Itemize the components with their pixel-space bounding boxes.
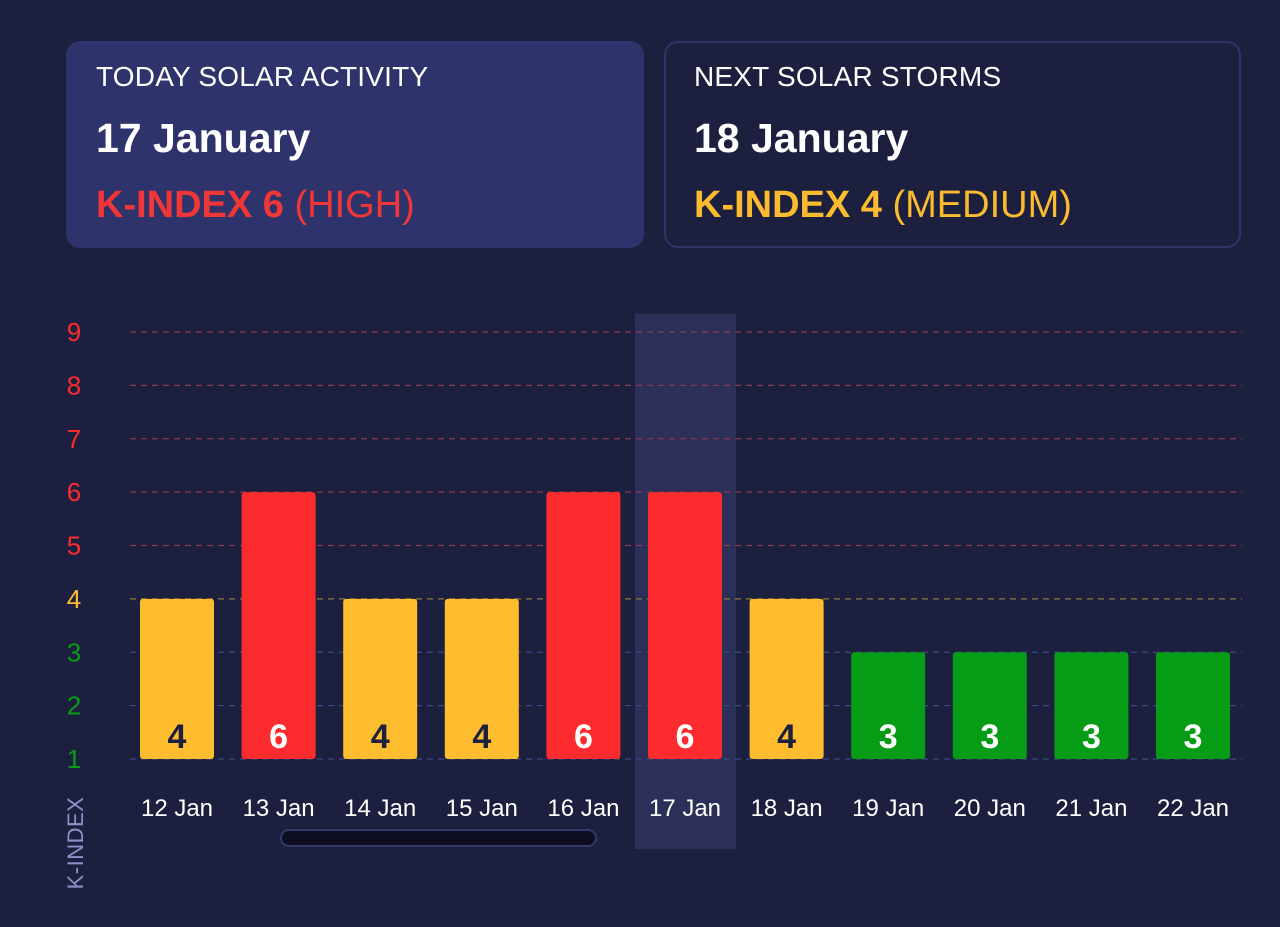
- x-tick-label: 12 Jan: [141, 795, 213, 822]
- y-tick-label: 8: [67, 370, 81, 400]
- bar-value-label: 6: [676, 718, 695, 756]
- bar: [241, 492, 316, 759]
- x-tick-label: 22 Jan: [1157, 795, 1229, 822]
- bar-value-label: 4: [371, 718, 390, 756]
- bar-value-label: 3: [879, 718, 898, 756]
- kindex-chart-svg: 1 2 3 4 5 6 7 8 9 4 12 Jan 6 13 Jan 4 14 Jan 4 15 Jan 6 16…: [67, 314, 1242, 849]
- x-tick-label: 14 Jan: [344, 795, 416, 822]
- bar: [140, 598, 214, 759]
- y-tick-label: 4: [67, 584, 81, 614]
- today-card-label: TODAY SOLAR ACTIVITY: [96, 61, 429, 92]
- next-card-date: 18 January: [694, 115, 909, 161]
- y-axis-title: K-INDEX: [58, 795, 94, 891]
- chart-horizontal-scrollbar[interactable]: [280, 829, 597, 847]
- today-solar-activity-card: TODAY SOLAR ACTIVITY 17 January K-INDEX …: [66, 41, 644, 248]
- x-tick-label: 21 Jan: [1055, 795, 1127, 822]
- x-tick-label: 19 Jan: [852, 795, 924, 822]
- kindex-bar-chart: 1 2 3 4 5 6 7 8 9 4 12 Jan 6 13 Jan 4 14 Jan 4 15 Jan 6 16…: [0, 300, 1280, 927]
- y-tick-label: 7: [67, 424, 81, 454]
- x-tick-label: 18 Jan: [751, 795, 823, 822]
- today-kindex-value: K-INDEX 6: [96, 184, 284, 226]
- bar-value-label: 4: [472, 718, 491, 756]
- bar: [648, 492, 722, 759]
- y-axis-title-text: K-INDEX: [63, 796, 88, 890]
- bar: [1156, 652, 1230, 759]
- bar-value-label: 3: [1082, 718, 1101, 756]
- y-tick-label: 3: [67, 637, 81, 667]
- bar: [749, 598, 824, 759]
- today-card-date: 17 January: [96, 115, 311, 161]
- today-kindex: K-INDEX 6 (HIGH): [96, 183, 614, 227]
- bar: [343, 598, 418, 759]
- bar: [546, 492, 621, 759]
- next-card-label: NEXT SOLAR STORMS: [694, 61, 1002, 92]
- y-tick-label: 6: [67, 477, 81, 507]
- x-tick-label: 16 Jan: [547, 795, 619, 822]
- today-kindex-level: (HIGH): [294, 184, 415, 226]
- y-tick-label: 9: [67, 317, 81, 347]
- bar: [444, 598, 519, 759]
- bar-value-label: 6: [574, 718, 593, 756]
- next-kindex-value: K-INDEX 4: [694, 184, 882, 226]
- x-tick-label: 17 Jan: [649, 795, 721, 822]
- next-kindex: K-INDEX 4 (MEDIUM): [694, 183, 1211, 227]
- next-solar-storms-card: NEXT SOLAR STORMS 18 January K-INDEX 4 (…: [664, 41, 1241, 248]
- x-tick-label: 13 Jan: [243, 795, 315, 822]
- bar-value-label: 4: [168, 718, 187, 756]
- bar-value-label: 4: [777, 718, 796, 756]
- y-tick-label: 5: [67, 531, 81, 561]
- bar-value-label: 6: [269, 718, 288, 756]
- bar: [952, 652, 1027, 759]
- y-tick-label: 1: [67, 744, 81, 774]
- y-tick-label: 2: [67, 691, 81, 721]
- x-tick-label: 20 Jan: [954, 795, 1026, 822]
- x-tick-label: 15 Jan: [446, 795, 518, 822]
- bar-value-label: 3: [1184, 718, 1203, 756]
- bar: [851, 652, 926, 759]
- bar: [1054, 652, 1129, 759]
- bar-value-label: 3: [980, 718, 999, 756]
- next-kindex-level: (MEDIUM): [892, 184, 1072, 226]
